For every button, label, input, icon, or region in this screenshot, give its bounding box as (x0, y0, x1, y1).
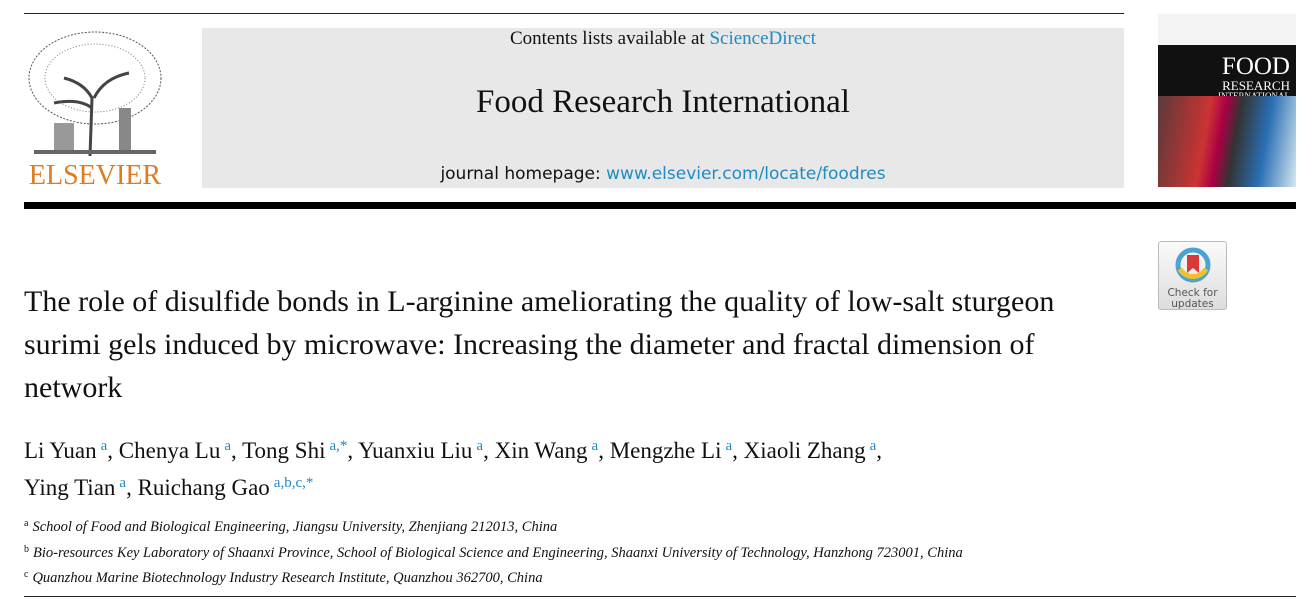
affiliation-text: Quanzhou Marine Biotechnology Industry R… (32, 570, 543, 586)
contents-prefix: Contents lists available at (509, 28, 710, 49)
check-for-updates-button[interactable]: Check for updates (1158, 241, 1227, 310)
affiliation-mark[interactable]: a (869, 438, 877, 454)
author[interactable]: Ying Tian a (24, 475, 126, 500)
affiliation-mark[interactable]: a (725, 438, 733, 454)
author[interactable]: Tong Shi a,* (242, 438, 347, 463)
author[interactable]: Xin Wang a (495, 438, 599, 463)
author[interactable]: Chenya Lu a (119, 438, 231, 463)
author[interactable]: Xiaoli Zhang a (744, 438, 877, 463)
author-name[interactable]: Xin Wang (494, 438, 588, 463)
affiliation-mark[interactable]: a (476, 438, 484, 454)
affiliation-mark[interactable]: a (591, 438, 599, 454)
author-name[interactable]: Ying Tian (24, 475, 116, 500)
affiliation-mark[interactable]: a,b,c,* (273, 475, 314, 491)
affiliations: a School of Food and Biological Engineeri… (24, 513, 963, 590)
author-name[interactable]: Yuanxiu Liu (358, 438, 473, 463)
article-title: The role of disulfide bonds in L-arginin… (24, 285, 1055, 404)
top-rule (24, 13, 1124, 14)
affiliation-mark[interactable]: a (119, 475, 127, 491)
author-name[interactable]: Li Yuan (24, 438, 97, 463)
author-list: Li Yuan a, Chenya Lu a, Tong Shi a,*, Yuanx… (24, 438, 883, 500)
affiliation-mark[interactable]: a (224, 438, 232, 454)
author[interactable]: Mengzhe Li a (610, 438, 732, 463)
affiliation-mark[interactable]: a (100, 438, 108, 454)
affiliation: a School of Food and Biological Engineeri… (24, 513, 963, 539)
sciencedirect-link[interactable]: ScienceDirect (709, 28, 817, 49)
affiliation: c Quanzhou Marine Biotechnology Industry … (24, 564, 963, 590)
cover-title-line: RESEARCH (1222, 78, 1290, 93)
affiliation-text: School of Food and Biological Engineerin… (32, 519, 558, 535)
author[interactable]: Li Yuan a (24, 438, 107, 463)
updates-label: updates (1171, 298, 1214, 310)
author[interactable]: Yuanxiu Liu a (358, 438, 483, 463)
cover-header (1158, 14, 1296, 45)
journal-title: Food Research International (476, 84, 850, 120)
bookmark-icon (1175, 247, 1210, 283)
author-name[interactable]: Tong Shi (242, 438, 326, 463)
affiliation-label: a (24, 518, 29, 529)
cover-title: FOOD RESEARCH INTERNATIONAL (1218, 54, 1290, 101)
affiliation-text: Bio-resources Key Laboratory of Shaanxi … (33, 544, 963, 561)
homepage-line: journal homepage: www.elsevier.com/locat… (202, 164, 1124, 184)
affiliation-label: b (24, 543, 29, 555)
affiliation-label: c (24, 569, 29, 580)
cover-image (1158, 96, 1296, 187)
tree-icon (28, 31, 162, 157)
journal-banner: Contents lists available at ScienceDirec… (202, 28, 1124, 188)
cover-title-line: FOOD (1221, 53, 1290, 80)
publisher-name: ELSEVIER (28, 160, 162, 191)
check-label: Check for (1167, 287, 1218, 299)
journal-cover[interactable]: FOOD RESEARCH INTERNATIONAL (1158, 14, 1296, 187)
section-rule (24, 596, 1296, 597)
author-name[interactable]: Mengzhe Li (609, 438, 722, 463)
author[interactable]: Ruichang Gao a,b,c,* (138, 475, 314, 500)
header-rule (24, 202, 1296, 209)
author-name[interactable]: Ruichang Gao (137, 475, 270, 500)
homepage-link[interactable]: www.elsevier.com/locate/foodres (606, 164, 886, 184)
author-name[interactable]: Chenya Lu (118, 438, 221, 463)
homepage-prefix: journal homepage: (440, 164, 607, 184)
affiliation-mark[interactable]: a,* (329, 438, 348, 454)
elsevier-logo[interactable]: ELSEVIER (24, 28, 166, 191)
author-name[interactable]: Xiaoli Zhang (743, 438, 866, 463)
affiliation: b Bio-resources Key Laboratory of Shaanxi… (24, 539, 963, 565)
contents-line: Contents lists available at ScienceDirec… (202, 28, 1124, 50)
